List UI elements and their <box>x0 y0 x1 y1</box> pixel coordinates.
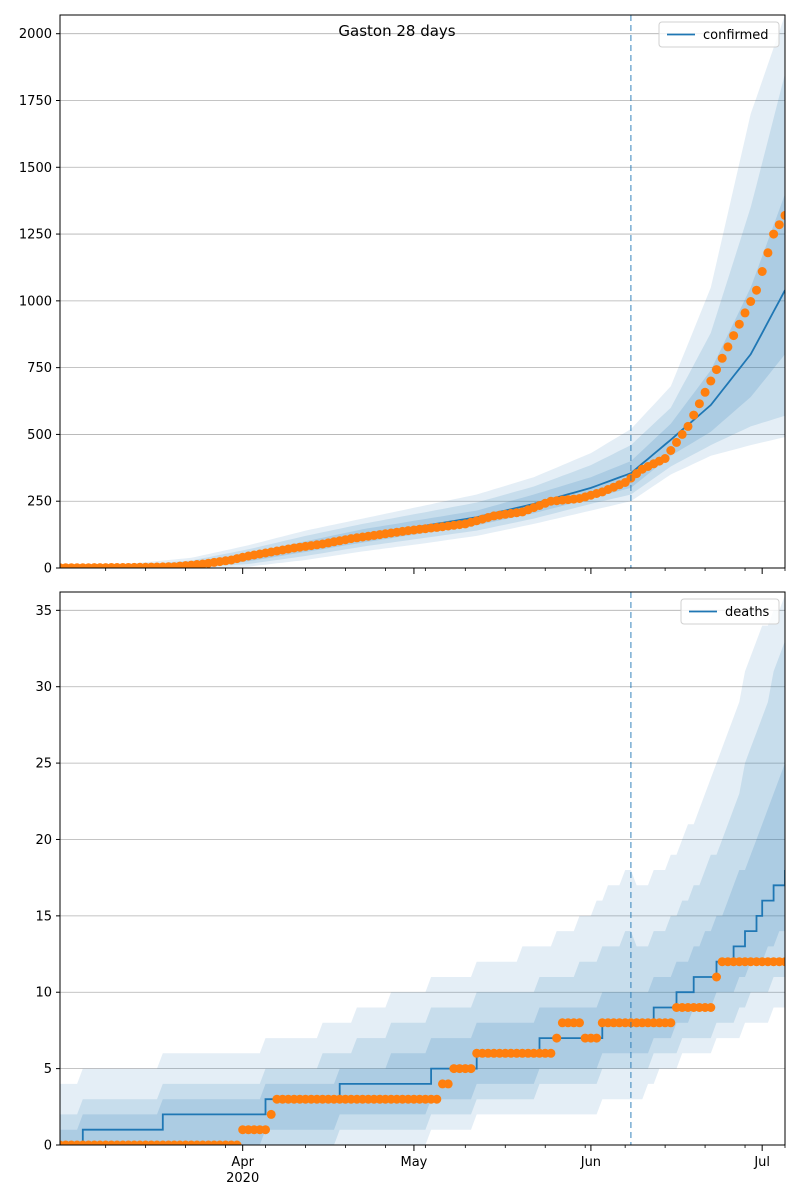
observed-point <box>232 1140 242 1145</box>
observed-point <box>666 1018 676 1028</box>
observed-point <box>666 446 676 455</box>
panel-confirmed: 0 250 500 750 1000 1250 1500 1750 2000 Gaston 28 … <box>19 14 786 577</box>
y-tick-label: 30 <box>35 680 52 695</box>
observed-point <box>466 1064 476 1074</box>
observed-point <box>683 421 693 431</box>
y-tick-label: 25 <box>35 757 52 772</box>
observed-point <box>432 1094 442 1104</box>
observed-point <box>694 399 704 409</box>
legend-box <box>658 21 780 48</box>
observed-point <box>729 331 739 341</box>
legend: deaths <box>680 598 780 625</box>
observed-point <box>757 267 767 276</box>
y-tick-label: 2000 <box>19 27 52 42</box>
x-tick-label: May <box>400 1155 427 1170</box>
y-tick-label: 0 <box>44 562 52 577</box>
forecast-band-1 <box>60 763 785 1145</box>
observed-point <box>780 210 785 220</box>
y-tick-label: 5 <box>44 1062 52 1077</box>
observed-point <box>712 365 721 375</box>
observed-point <box>706 1003 716 1012</box>
observed-point <box>575 1018 584 1028</box>
observed-point <box>672 437 681 447</box>
observed-point <box>712 972 721 982</box>
y-tick-label: 20 <box>35 833 52 848</box>
observed-point <box>780 957 785 967</box>
forecast-band-3 <box>60 595 785 1145</box>
axes-frame <box>59 591 786 1146</box>
panel-deaths: 0 5 10 15 20 25 30 35 Apr May Jun Jul 2020 deaths <box>35 591 786 1186</box>
legend-label: deaths <box>725 605 770 620</box>
observed-point <box>746 297 756 306</box>
y-tick-label: 750 <box>27 361 52 376</box>
plot-area <box>60 595 785 1145</box>
y-tick-label: 1250 <box>19 228 52 243</box>
observed-point <box>266 1109 276 1119</box>
observed-point <box>734 319 744 329</box>
observed-point <box>774 220 784 230</box>
observed-point <box>769 229 779 239</box>
legend-label: confirmed <box>703 28 769 43</box>
legend: confirmed <box>658 21 780 48</box>
observed-point <box>546 1048 556 1058</box>
y-tick-label: 250 <box>27 495 52 510</box>
y-tick-label: 500 <box>27 428 52 443</box>
x-tick-label: Jun <box>580 1155 601 1170</box>
observed-point <box>552 1033 562 1043</box>
x-tick-sublabel: 2020 <box>226 1171 259 1186</box>
y-tick-label: 0 <box>44 1139 52 1154</box>
observed-point <box>763 248 773 258</box>
observed-point <box>261 1125 270 1135</box>
observed-point <box>706 376 716 386</box>
model-line <box>60 870 785 1145</box>
y-tick-label: 35 <box>35 604 52 619</box>
forecast-band-2 <box>60 73 785 568</box>
observed-point <box>443 1079 453 1089</box>
x-tick-label: Jul <box>753 1155 770 1170</box>
axes-frame <box>59 14 786 569</box>
y-tick-label: 1500 <box>19 161 52 176</box>
observed-point <box>740 308 750 318</box>
observed-point <box>717 353 727 363</box>
observed-point <box>752 285 761 295</box>
observed-point <box>677 429 687 439</box>
y-tick-label: 1000 <box>19 294 52 309</box>
observed-point <box>700 387 710 397</box>
y-tick-label: 10 <box>35 986 52 1001</box>
y-tick-label: 1750 <box>19 94 52 109</box>
legend-box <box>680 598 780 625</box>
observed-point <box>592 1033 602 1043</box>
y-tick-label: 15 <box>35 909 52 924</box>
x-tick-label: Apr <box>231 1155 254 1170</box>
observed-point <box>660 454 670 463</box>
chart-title: Gaston 28 days <box>338 22 455 40</box>
plot-area <box>60 15 785 568</box>
observed-point <box>689 410 699 420</box>
forecast-band-1 <box>60 194 785 568</box>
observed-point <box>723 342 733 352</box>
forecast-band-3 <box>60 15 785 568</box>
